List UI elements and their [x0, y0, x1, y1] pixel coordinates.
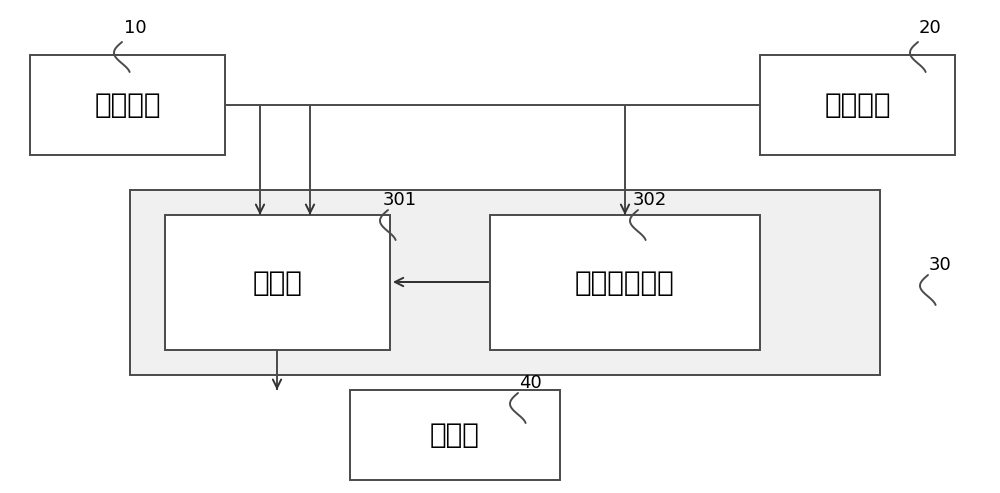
Text: 蓄电电源: 蓄电电源	[94, 91, 161, 119]
Text: 调节阀: 调节阀	[430, 421, 480, 449]
Text: 301: 301	[383, 191, 417, 209]
Bar	[760, 55, 955, 155]
Text: 控制器: 控制器	[253, 269, 302, 296]
Text: 10: 10	[124, 19, 146, 37]
Text: 断电检测装置: 断电检测装置	[575, 269, 675, 296]
Text: 40: 40	[519, 374, 541, 392]
Text: 30: 30	[929, 256, 951, 274]
Text: 动力电源: 动力电源	[824, 91, 891, 119]
Bar	[350, 390, 560, 480]
Bar	[130, 190, 880, 375]
Text: 302: 302	[633, 191, 667, 209]
Text: 20: 20	[919, 19, 941, 37]
Bar	[165, 215, 390, 350]
Bar	[490, 215, 760, 350]
Bar	[30, 55, 225, 155]
